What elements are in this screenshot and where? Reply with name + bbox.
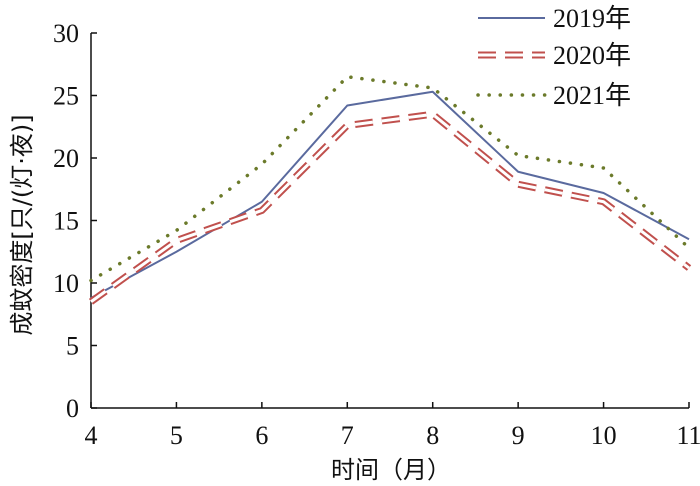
- x-tick-label: 4: [85, 421, 98, 450]
- legend-item-2021年: 2021年: [476, 81, 631, 110]
- series-2020年: [88, 110, 692, 305]
- series-line: [90, 90, 690, 299]
- legend-label: 2021年: [553, 81, 631, 110]
- legend-label: 2019年: [553, 4, 631, 33]
- legend: 2019年 2020年 2021年: [476, 4, 631, 110]
- x-tick-label: 8: [426, 421, 439, 450]
- x-tick-label: 5: [170, 421, 183, 450]
- y-tick-label: 15: [53, 207, 79, 236]
- series-layer: [88, 75, 692, 305]
- legend-item-2019年: 2019年: [478, 4, 631, 33]
- x-tick-label: 6: [255, 421, 268, 450]
- y-tick-label: 30: [53, 19, 79, 48]
- x-axis-label: 时间（月）: [331, 456, 451, 484]
- series-line: [88, 110, 692, 305]
- y-tick-label: 25: [53, 82, 79, 111]
- y-axis-label: 成蚊密度[只/(灯·夜)]: [8, 114, 36, 335]
- y-tick-label: 10: [53, 269, 79, 298]
- x-tick-label: 9: [512, 421, 525, 450]
- x-tick-label: 11: [676, 421, 700, 450]
- axes: 0 5 10 15 20 25 30 4 5 6 7 8 9 10 11: [53, 19, 700, 450]
- series-2019年: [90, 90, 690, 299]
- x-tick-label: 10: [591, 421, 617, 450]
- series-line-inner: [90, 112, 690, 303]
- y-tick-label: 20: [53, 144, 79, 173]
- legend-label: 2020年: [553, 41, 631, 70]
- x-tick-label: 7: [341, 421, 354, 450]
- legend-item-2020年: 2020年: [478, 41, 631, 70]
- y-tick-label: 0: [66, 394, 79, 423]
- y-tick-label: 5: [66, 332, 79, 361]
